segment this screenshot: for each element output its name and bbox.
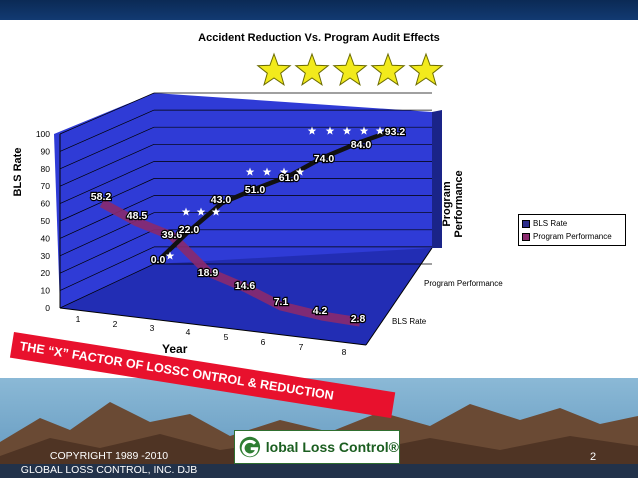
bls-data-label: 2.8	[351, 313, 366, 325]
x-tick-label: 6	[261, 337, 266, 347]
x-tick-label: 7	[299, 342, 304, 352]
rating-star-4	[370, 52, 406, 86]
y-tick-label: 20	[41, 268, 51, 278]
star-marker	[211, 207, 221, 216]
y-tick-label: 30	[41, 251, 51, 261]
bls-data-label: 4.2	[313, 305, 328, 317]
y-tick-label: 60	[41, 199, 51, 209]
gridline-depth-60	[59, 161, 155, 204]
star-marker	[342, 126, 352, 135]
program-data-label: 0.0	[151, 254, 166, 266]
star-marker	[262, 167, 272, 176]
star-marker	[196, 207, 206, 216]
depth-category-label: BLS Rate	[392, 317, 427, 326]
depth-category-label: Program Performance	[424, 279, 503, 288]
y-tick-label: 0	[45, 303, 50, 313]
program-performance-line	[158, 127, 395, 261]
x-axis-line	[59, 307, 367, 346]
y-tick-label: 10	[41, 286, 51, 296]
star-marker	[325, 126, 335, 135]
y-tick-label: 70	[41, 181, 51, 191]
gridline-depth-90	[59, 109, 155, 152]
page-number: 2	[590, 451, 597, 463]
gridline-depth-0	[59, 263, 155, 309]
gridline-depth-80	[59, 126, 155, 170]
rating-star-1	[256, 52, 292, 86]
logo-text: lobal Loss Control®	[265, 439, 399, 455]
star-marker	[279, 167, 289, 176]
bls-rate-line	[99, 199, 361, 327]
star-marker	[295, 167, 305, 176]
program-data-label: 61.0	[279, 172, 300, 184]
program-data-label: 74.0	[314, 153, 335, 165]
legend: BLS Rate Program Performance	[518, 214, 626, 246]
rating-stars	[256, 52, 444, 86]
program-data-label: 93.2	[385, 126, 406, 138]
rating-star-2	[294, 52, 330, 86]
gridline-depth-50	[59, 178, 155, 222]
company-logo: lobal Loss Control®	[234, 430, 400, 464]
x-tick-label: 5	[224, 332, 229, 342]
bls-data-label: 14.6	[235, 280, 256, 292]
gridline-depth-10	[59, 246, 155, 291]
legend-item-program: Program Performance	[522, 230, 622, 243]
y-axis-title: BLS Rate	[12, 147, 24, 197]
x-tick-label: 2	[113, 319, 118, 329]
star-marker	[375, 126, 385, 135]
bls-data-label: 58.2	[91, 191, 112, 203]
gridline-depth-100	[59, 92, 155, 135]
program-data-label: 22.0	[179, 224, 200, 236]
x-axis-title: Year	[162, 342, 188, 356]
star-marker	[181, 207, 191, 216]
star-marker	[307, 126, 317, 135]
depth-axis-line	[365, 247, 433, 346]
y-tick-label: 80	[41, 164, 51, 174]
copyright-line1: COPYRIGHT 1989 -2010	[49, 450, 169, 462]
x-tick-label: 1	[76, 314, 81, 324]
side-wall	[432, 110, 442, 248]
program-data-label: 51.0	[245, 184, 266, 196]
rating-star-3	[332, 52, 368, 86]
gridline-depth-70	[59, 143, 155, 187]
y-tick-label: 50	[41, 216, 51, 226]
legend-swatch-program	[522, 232, 530, 241]
x-tick-label: 3	[150, 323, 155, 333]
copyright-line2: GLOBAL LOSS CONTROL, INC. DJB	[20, 464, 198, 476]
gridline-depth-40	[59, 195, 155, 239]
z-axis-title: Program Performance	[441, 170, 465, 238]
gridline-depth-20	[59, 229, 155, 274]
star-marker	[165, 251, 175, 260]
bls-data-label: 48.5	[127, 210, 148, 222]
star-marker	[359, 126, 369, 135]
top-bar	[0, 0, 638, 20]
legend-label-bls: BLS Rate	[533, 219, 568, 228]
bls-data-label: 18.9	[198, 267, 219, 279]
program-data-label: 84.0	[351, 139, 372, 151]
x-tick-label: 4	[186, 327, 191, 337]
y-tick-label: 100	[36, 129, 50, 139]
rating-star-5	[408, 52, 444, 86]
program-data-label: 43.0	[211, 194, 232, 206]
bls-data-label: 7.1	[274, 296, 289, 308]
chart-title: Accident Reduction Vs. Program Audit Eff…	[198, 32, 440, 44]
bls-data-label: 39.6	[162, 229, 183, 241]
y-tick-label: 90	[41, 146, 51, 156]
star-marker	[245, 167, 255, 176]
y-tick-label: 40	[41, 233, 51, 243]
legend-label-program: Program Performance	[533, 232, 612, 241]
globe-g-icon	[239, 436, 261, 458]
x-tick-label: 8	[342, 347, 347, 357]
legend-swatch-bls	[522, 219, 530, 228]
legend-item-bls: BLS Rate	[522, 217, 622, 230]
